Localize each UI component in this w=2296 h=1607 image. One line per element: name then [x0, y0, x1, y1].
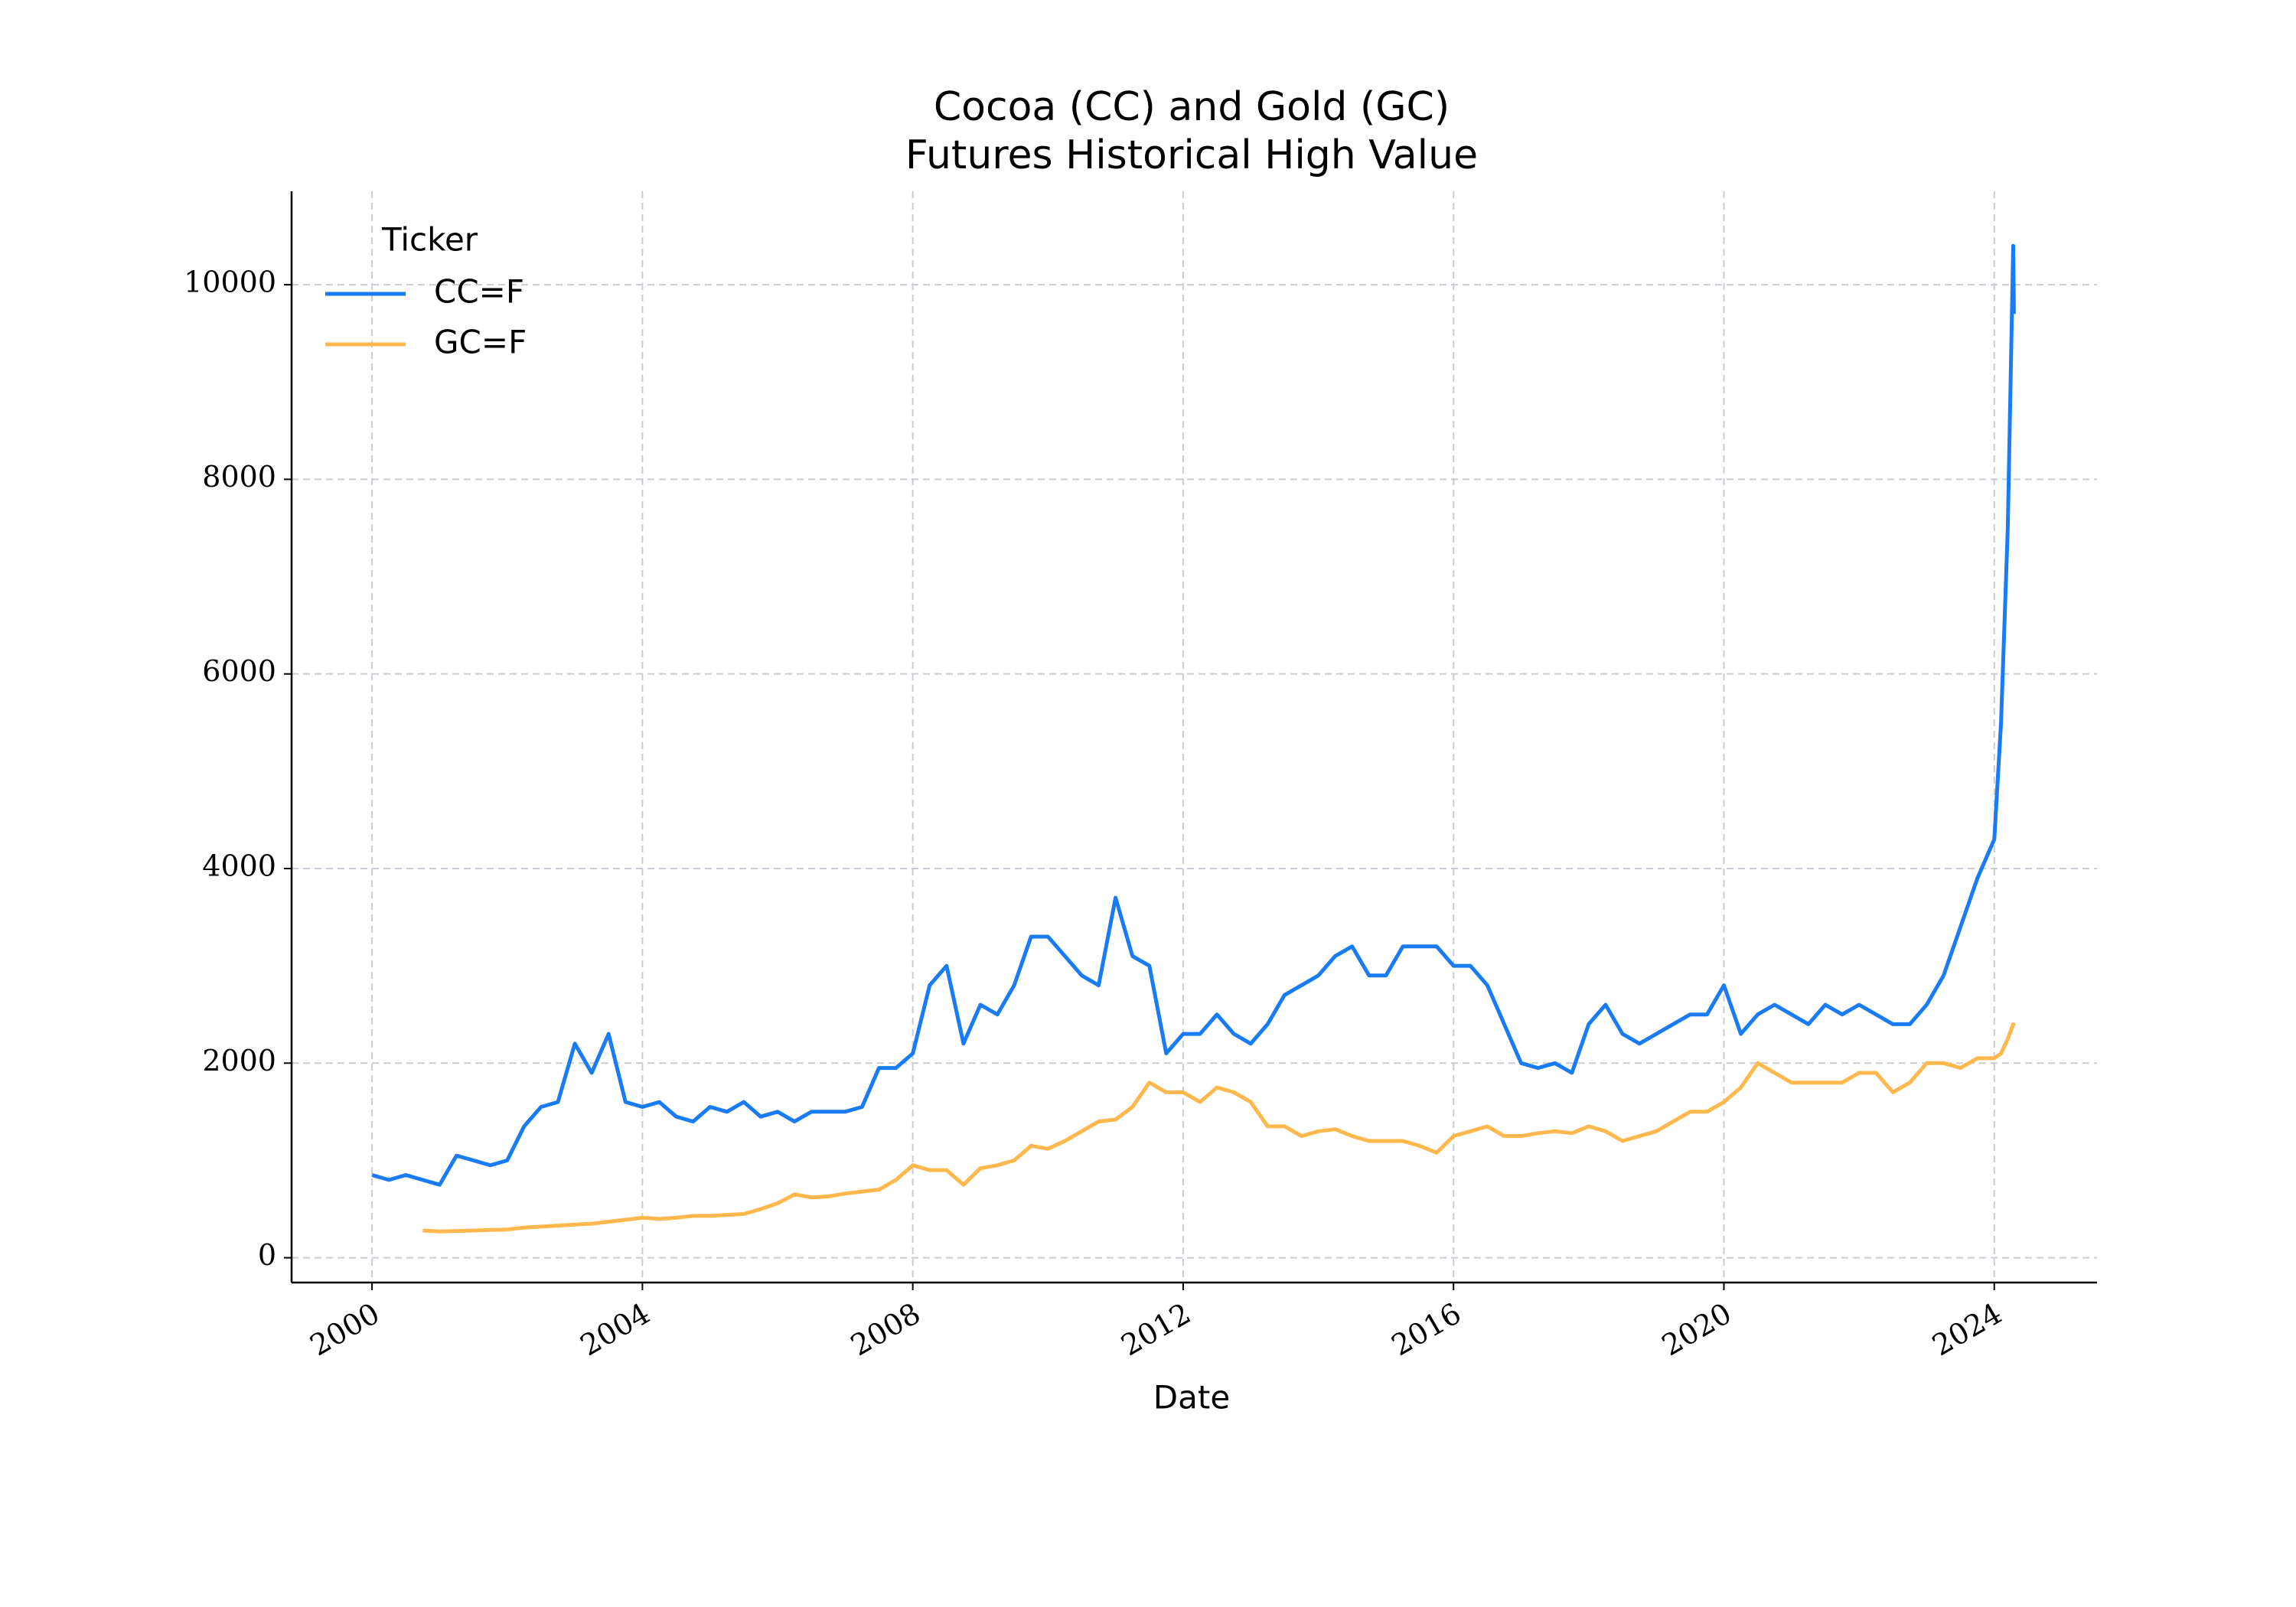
x-tick-label: 2008: [845, 1296, 926, 1362]
series-line: [422, 1022, 2016, 1234]
chart-subtitle: Futures Historical High Value: [905, 132, 1478, 178]
grid: [292, 191, 2097, 1283]
y-tick-label: 0: [258, 1238, 276, 1272]
legend: Ticker CC=F GC=F: [325, 221, 527, 361]
y-tick-label: 2000: [202, 1044, 276, 1077]
x-tick-label: 2024: [1926, 1296, 2007, 1362]
x-tick-label: 2004: [575, 1296, 656, 1362]
y-tick-label: 6000: [202, 654, 276, 688]
legend-label: CC=F: [434, 273, 524, 311]
y-tick-label: 4000: [202, 849, 276, 882]
series-line: [371, 243, 2016, 1187]
x-tick-label: 2020: [1656, 1296, 1737, 1362]
legend-label: GC=F: [434, 324, 527, 361]
x-axis-label: Date: [1153, 1379, 1230, 1416]
y-tick-label: 8000: [202, 460, 276, 494]
plot-lines: [371, 243, 2016, 1234]
x-tick-label: 2000: [305, 1296, 386, 1362]
chart-title: Cocoa (CC) and Gold (GC): [934, 84, 1450, 130]
x-tick-label: 2012: [1115, 1296, 1196, 1362]
legend-title: Ticker: [381, 221, 478, 259]
y-tick-label: 10000: [184, 266, 276, 299]
x-tick-label: 2016: [1386, 1296, 1467, 1362]
